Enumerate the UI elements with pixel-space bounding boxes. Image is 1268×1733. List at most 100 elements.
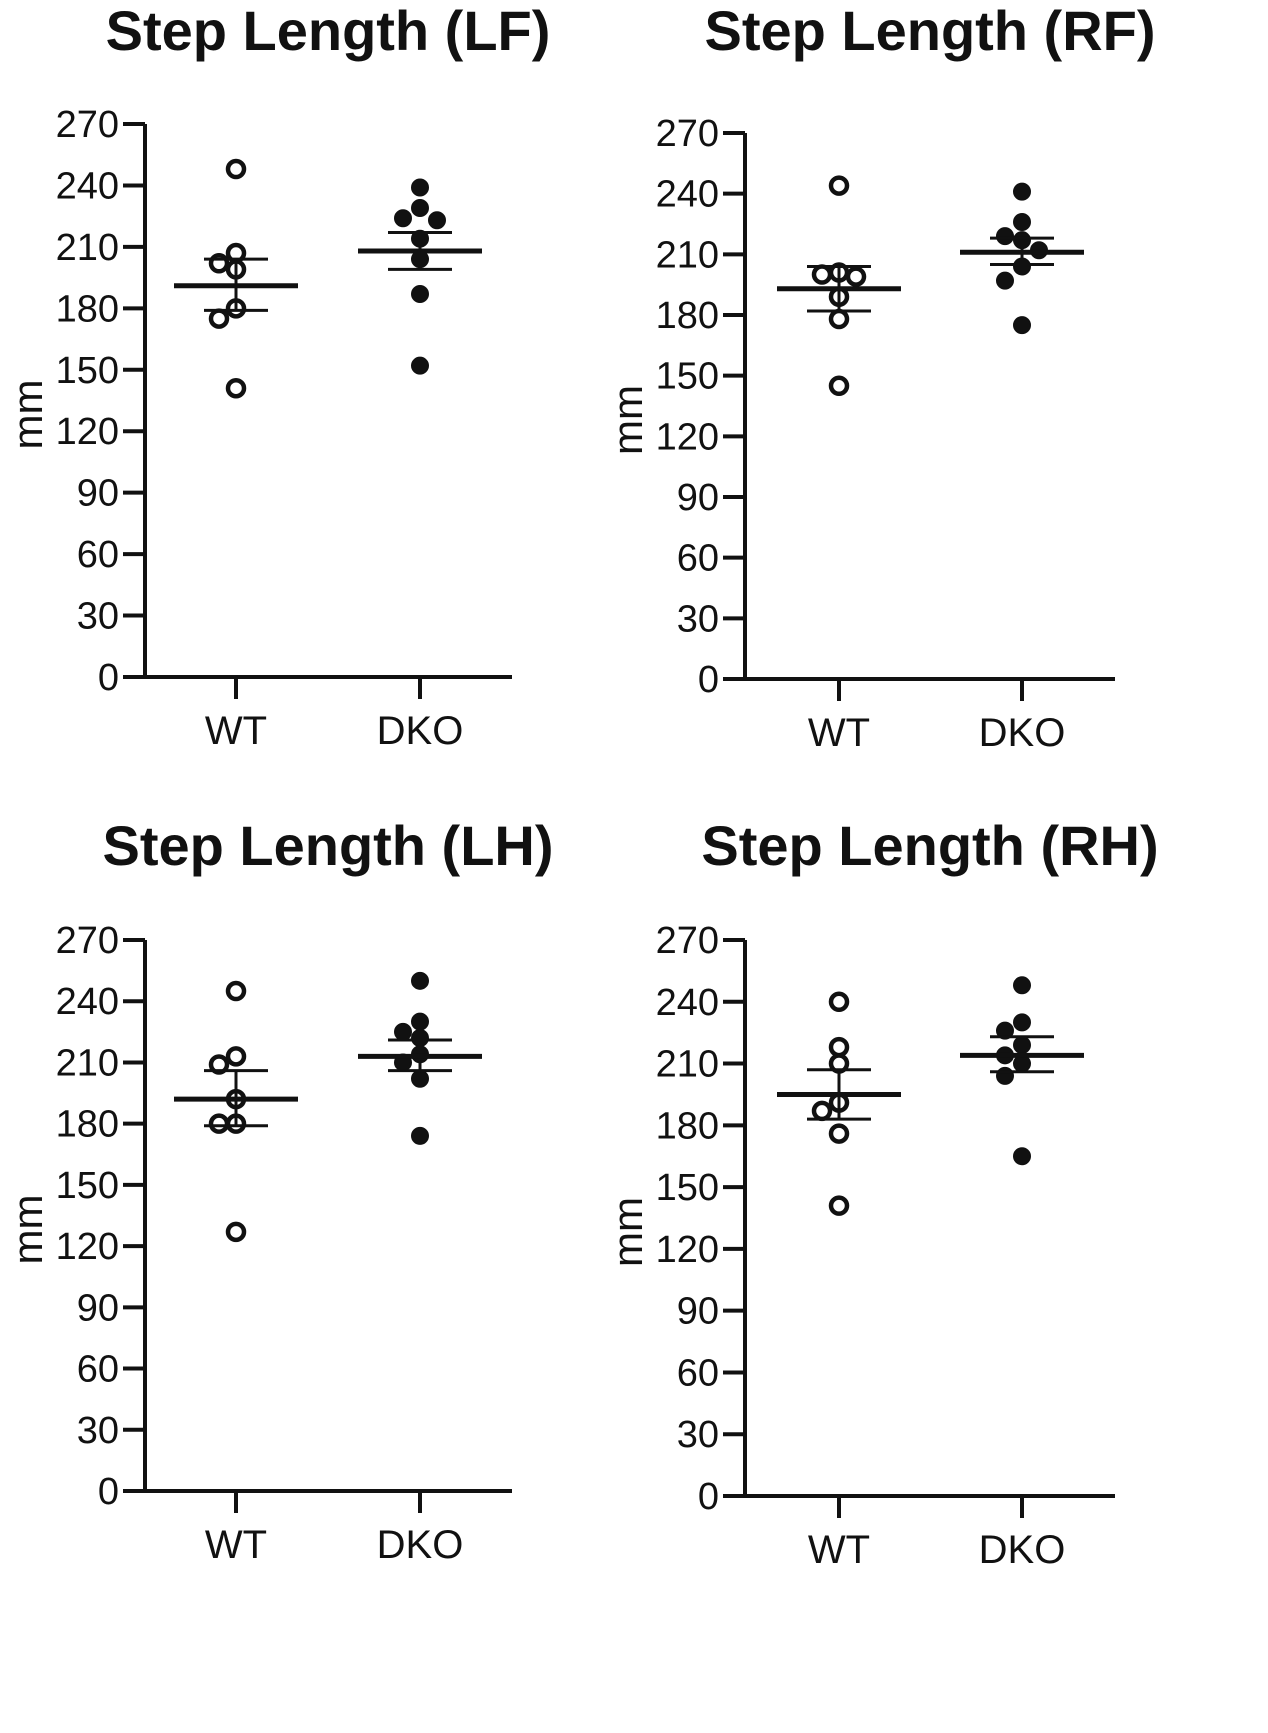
y-tick-label: 120 — [656, 416, 719, 458]
x-tick-label: DKO — [979, 711, 1066, 755]
data-point-dko — [411, 1012, 429, 1031]
data-point-dko — [1013, 182, 1031, 201]
chart-panel-3: Step Length (LH) mm 0 30 60 90 120 150 180 210 240… — [4, 814, 554, 1567]
y-axis-label: mm — [604, 1197, 651, 1267]
y-tick-label: 270 — [56, 104, 119, 146]
data-point-dko — [411, 1126, 429, 1145]
y-tick-label: 180 — [56, 1104, 119, 1146]
x-tick-label: DKO — [979, 1528, 1066, 1572]
y-tick-label: 270 — [56, 920, 119, 962]
chart-title: Step Length (LF) — [106, 0, 551, 62]
data-point-dko — [1013, 976, 1031, 995]
y-tick-label: 210 — [56, 1042, 119, 1084]
y-tick-label: 270 — [656, 113, 719, 155]
data-point-wt — [828, 1036, 850, 1058]
y-tick-label: 150 — [656, 1167, 719, 1209]
data-point-wt — [225, 158, 247, 180]
x-tick-label: DKO — [377, 709, 464, 753]
y-tick-label: 60 — [77, 534, 119, 576]
chart-title: Step Length (RF) — [704, 0, 1155, 62]
y-axis-label: mm — [4, 380, 51, 450]
y-tick-label: 0 — [98, 1471, 119, 1513]
y-tick-label: 210 — [656, 234, 719, 276]
data-point-wt — [811, 1100, 833, 1122]
y-tick-label: 240 — [56, 981, 119, 1023]
data-point-dko — [1013, 316, 1031, 335]
x-tick-label: DKO — [377, 1523, 464, 1567]
x-tick-label: WT — [205, 709, 267, 753]
y-tick-label: 120 — [656, 1229, 719, 1271]
y-tick-label: 150 — [56, 1165, 119, 1207]
y-tick-label: 240 — [656, 174, 719, 216]
y-axis-label: mm — [4, 1195, 51, 1265]
y-tick-label: 30 — [677, 1414, 719, 1456]
data-point-dko — [996, 271, 1014, 290]
y-tick-label: 90 — [677, 1291, 719, 1333]
data-point-dko — [411, 198, 429, 217]
y-tick-label: 0 — [698, 1476, 719, 1518]
data-point-dko — [411, 284, 429, 303]
data-point-dko — [411, 178, 429, 197]
x-tick-label: WT — [205, 1523, 267, 1567]
y-tick-label: 180 — [56, 288, 119, 330]
chart-panel-2: Step Length (RF) mm 0 30 60 90 120 150 180 210 240… — [604, 0, 1156, 755]
y-tick-label: 120 — [56, 1226, 119, 1268]
data-point-dko — [394, 209, 412, 228]
data-point-dko — [1013, 212, 1031, 231]
chart-title: Step Length (LH) — [102, 814, 553, 877]
data-point-wt — [828, 991, 850, 1013]
data-point-wt — [828, 175, 850, 196]
data-point-wt — [811, 264, 833, 285]
x-tick-label: WT — [808, 1528, 870, 1572]
y-tick-label: 210 — [656, 1044, 719, 1086]
y-tick-label: 150 — [656, 356, 719, 398]
data-point-wt — [208, 1113, 230, 1134]
y-tick-label: 60 — [677, 1352, 719, 1394]
y-tick-label: 240 — [656, 982, 719, 1024]
data-point-wt — [225, 1046, 247, 1067]
data-point-dko — [996, 1066, 1014, 1085]
y-tick-label: 210 — [56, 227, 119, 269]
data-point-dko — [411, 1069, 429, 1088]
chart-panel-4: Step Length (RH) mm 0 30 60 90 120 150 180 210 240… — [604, 814, 1159, 1572]
data-point-dko — [1013, 1013, 1031, 1032]
data-point-wt — [208, 253, 230, 274]
data-point-wt — [828, 1195, 850, 1216]
y-tick-label: 30 — [77, 596, 119, 638]
data-point-dko — [411, 971, 429, 990]
data-point-dko — [394, 1022, 412, 1041]
data-point-wt — [225, 377, 247, 399]
y-tick-label: 0 — [698, 659, 719, 701]
data-point-wt — [225, 980, 247, 1002]
data-point-wt — [208, 1054, 230, 1075]
x-tick-label: WT — [808, 711, 870, 755]
y-tick-label: 30 — [677, 598, 719, 640]
chart-panel-1: Step Length (LF) mm 0 30 60 90 120 150 180 210 240… — [4, 0, 550, 753]
data-point-wt — [828, 308, 850, 330]
y-tick-label: 120 — [56, 411, 119, 453]
data-point-wt — [225, 1221, 247, 1243]
y-tick-label: 30 — [77, 1410, 119, 1452]
data-point-wt — [828, 1123, 850, 1144]
y-tick-label: 90 — [677, 477, 719, 519]
data-point-dko — [1013, 1147, 1031, 1166]
y-tick-label: 90 — [77, 1287, 119, 1329]
data-point-wt — [208, 308, 230, 329]
y-tick-label: 90 — [77, 473, 119, 515]
y-tick-label: 0 — [98, 657, 119, 699]
data-point-dko — [411, 356, 429, 375]
y-tick-label: 180 — [656, 295, 719, 337]
chart-title: Step Length (RH) — [701, 814, 1158, 877]
y-axis-label: mm — [604, 385, 651, 455]
y-tick-label: 60 — [77, 1349, 119, 1391]
data-point-dko — [996, 227, 1014, 246]
data-point-dko — [996, 1021, 1014, 1040]
y-tick-label: 240 — [56, 165, 119, 207]
y-tick-label: 270 — [656, 920, 719, 962]
data-point-wt — [828, 375, 850, 397]
data-point-wt — [845, 266, 867, 287]
y-tick-label: 60 — [677, 538, 719, 580]
data-point-dko — [428, 211, 446, 230]
